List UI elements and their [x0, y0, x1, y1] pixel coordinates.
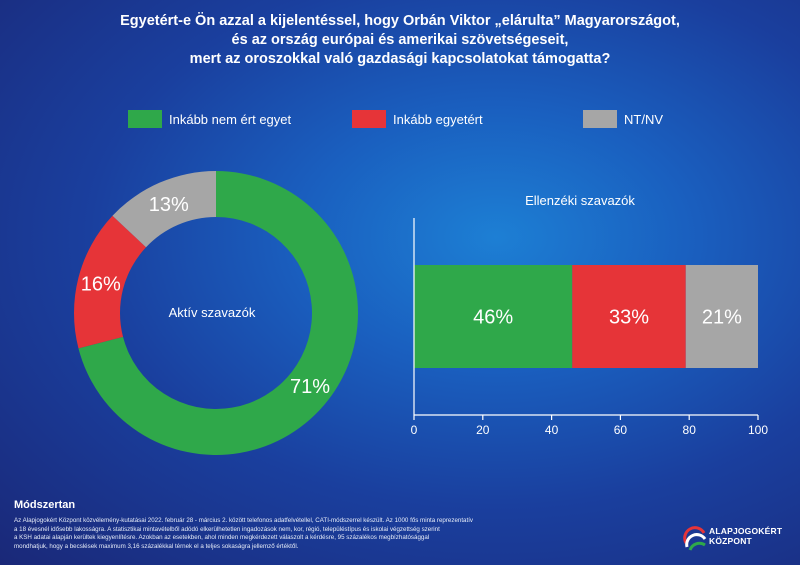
bar-x-tick-label-3: 40 — [545, 423, 559, 437]
legend-label-disagree: Inkább nem ért egyet — [169, 111, 292, 127]
logo-text: ALAPJOGOKÉRT KÖZPONT — [709, 526, 782, 546]
method-line-4: mondhatjuk, hogy a becslések maximum 3,1… — [14, 542, 299, 550]
bar-value-label-2: 33% — [609, 307, 649, 329]
chart-title: Egyetért-e Ön azzal a kijelentéssel, hog… — [0, 12, 800, 69]
bar-x-tick-label-4: 60 — [614, 423, 628, 437]
legend-item-agree: Inkább egyetért — [352, 110, 483, 128]
legend: Inkább nem ért egyet Inkább egyetért NT/… — [0, 110, 800, 132]
legend-item-dontknow: NT/NV — [583, 110, 663, 128]
bar-x-tick-label-5: 80 — [683, 423, 697, 437]
bar-value-label-3: 21% — [702, 307, 742, 329]
logo-line-1: ALAPJOGOKÉRT — [709, 526, 783, 536]
alapjogokert-logo: ALAPJOGOKÉRT KÖZPONT — [683, 521, 793, 553]
donut-slice-1 — [78, 171, 359, 455]
title-line-1: Egyetért-e Ön azzal a kijelentéssel, hog… — [120, 13, 680, 29]
donut-slice-2 — [73, 215, 147, 349]
legend-item-disagree: Inkább nem ért egyet — [128, 110, 291, 128]
donut-value-label-2: 16% — [81, 273, 121, 295]
bar-segment-3 — [685, 265, 758, 368]
bar-x-tick-label-6: 100 — [748, 423, 768, 437]
method-line-3: a KSH adatai alapján kerültek kiegyenlít… — [14, 534, 430, 542]
bar-value-label-1: 46% — [473, 307, 513, 329]
bar-chart-title: Ellenzéki szavazók — [525, 193, 635, 208]
legend-swatch-agree — [352, 110, 386, 128]
donut-value-label-3: 13% — [149, 194, 189, 216]
bar-x-tick-label-2: 20 — [476, 423, 490, 437]
legend-swatch-dontknow — [583, 110, 617, 128]
title-line-3: mert az oroszokkal való gazdasági kapcso… — [189, 51, 611, 67]
bar-segment-2 — [572, 265, 686, 368]
method-text: Az Alapjogokért Központ közvélemény-kuta… — [14, 517, 584, 551]
legend-label-dontknow: NT/NV — [624, 111, 663, 127]
donut-center-title: Aktív szavazók — [169, 305, 256, 320]
method-line-1: Az Alapjogokért Központ közvélemény-kuta… — [14, 517, 474, 524]
legend-swatch-disagree — [128, 110, 162, 128]
bar-segment-1 — [414, 265, 573, 368]
logo-emblem-icon — [683, 526, 707, 551]
bar-x-tick-label-1: 0 — [411, 423, 418, 437]
legend-label-agree: Inkább egyetért — [393, 111, 483, 127]
title-line-2: és az ország európai és amerikai szövets… — [231, 32, 569, 48]
logo-line-2: KÖZPONT — [709, 536, 752, 546]
donut-value-label-1: 71% — [290, 376, 330, 398]
method-line-2: a 18 évesnél idősebb lakosságra. A stati… — [14, 525, 440, 533]
method-title: Módszertan — [14, 499, 76, 511]
donut-slice-3 — [112, 171, 216, 248]
